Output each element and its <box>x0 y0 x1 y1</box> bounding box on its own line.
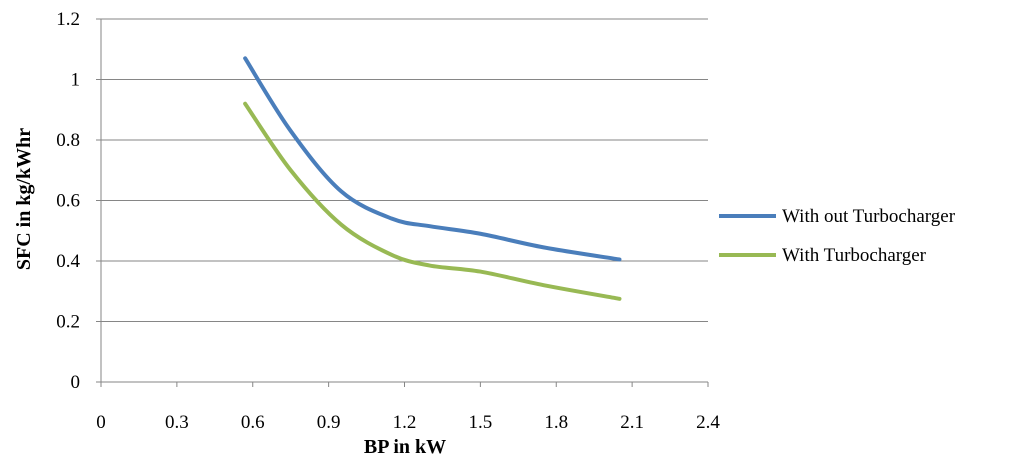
y-axis-ticks: 0 0.2 0.4 0.6 0.8 1 1.2 <box>56 9 101 393</box>
x-tick-label: 1.8 <box>544 412 568 433</box>
x-tick-label: 1.2 <box>393 412 417 433</box>
series-line-1 <box>243 56 622 262</box>
y-tick-label: 0.4 <box>56 251 80 272</box>
y-axis-title: SFC in kg/kWhr <box>13 128 35 270</box>
x-axis-title: BP in kW <box>364 436 446 458</box>
y-tick-label: 1.2 <box>56 9 80 30</box>
y-tick-label: 0.2 <box>56 312 80 333</box>
y-tick-label: 0.6 <box>56 191 80 212</box>
gridlines <box>101 18 708 322</box>
y-tick-label: 0 <box>71 372 81 393</box>
legend-label-2: With Turbocharger <box>782 245 927 266</box>
y-tick-label: 0.8 <box>56 130 80 151</box>
x-tick-label: 0.6 <box>241 412 265 433</box>
x-tick-label: 0.3 <box>165 412 189 433</box>
x-tick-label: 2.1 <box>620 412 644 433</box>
series-line-2 <box>243 101 622 301</box>
x-tick-label: 0.9 <box>317 412 341 433</box>
legend-label-1: With out Turbocharger <box>782 206 956 227</box>
series-lines <box>243 56 622 301</box>
y-tick-label: 1 <box>71 70 81 91</box>
x-tick-label: 2.4 <box>696 412 720 433</box>
x-axis-ticks: 0 0.3 0.6 0.9 1.2 1.5 1.8 2.1 2.4 <box>96 382 720 433</box>
legend: With out Turbocharger With Turbocharger <box>719 206 956 266</box>
x-tick-label: 0 <box>96 412 106 433</box>
x-tick-label: 1.5 <box>469 412 493 433</box>
